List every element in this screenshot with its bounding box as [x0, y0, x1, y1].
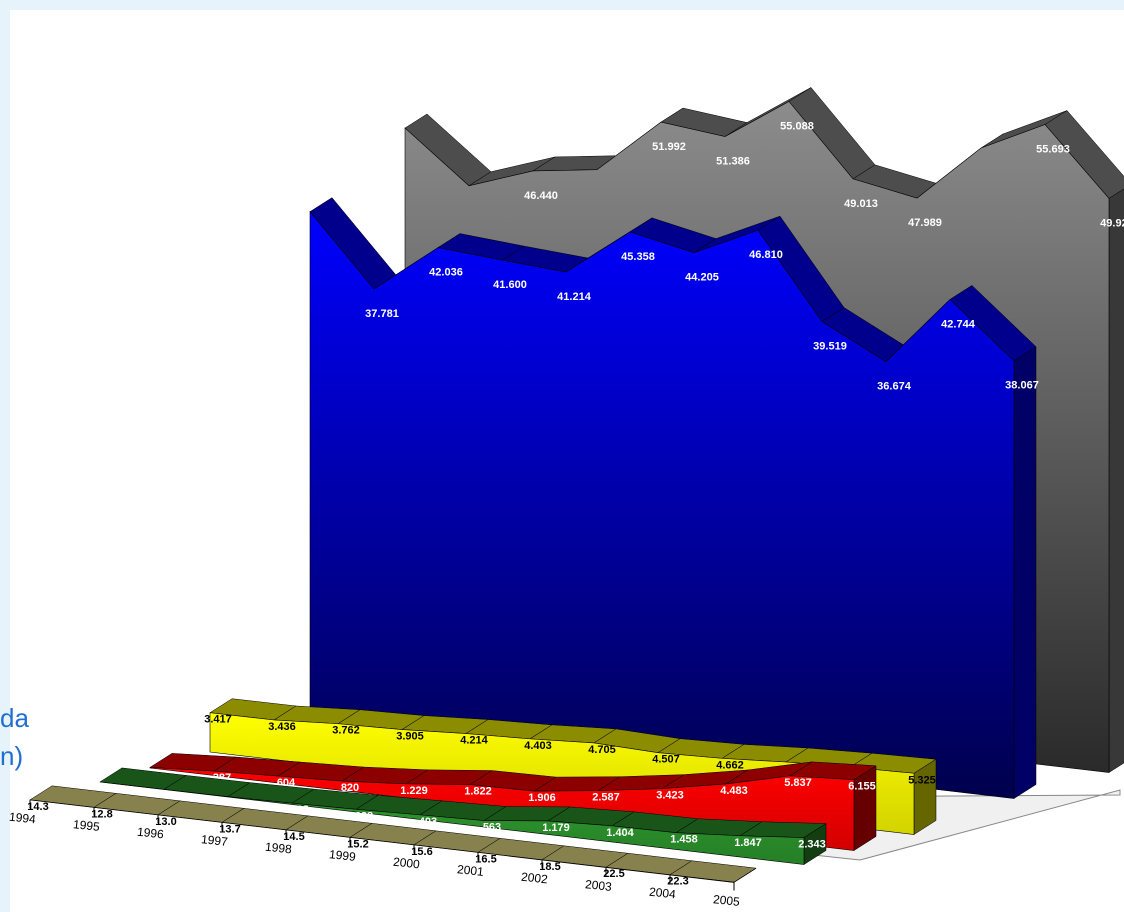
- data-label: 4.705: [588, 744, 616, 756]
- x-tick-label: 2000: [392, 855, 420, 872]
- x-tick-label: 2002: [520, 870, 548, 887]
- area-shade: [30, 799, 734, 883]
- data-label: 55.088: [780, 120, 814, 132]
- data-label: 6.155: [848, 781, 876, 793]
- data-label: 36.674: [877, 381, 912, 393]
- x-tick-label: 1997: [200, 832, 228, 849]
- data-label: 1.906: [528, 792, 556, 804]
- data-label: 16.5: [475, 853, 496, 865]
- data-label: 14.5: [283, 831, 304, 843]
- data-label: 39.519: [813, 341, 847, 353]
- area-side-face: [1013, 346, 1037, 799]
- series: 14.3 12.8 13.0 13.7 14.5 15.2 15.6 16.5 18.5 22.5…: [27, 785, 757, 888]
- data-label: 42.036: [429, 267, 463, 279]
- data-label: 820: [341, 782, 359, 794]
- data-label: 2.343: [798, 839, 826, 851]
- data-label: 41.600: [493, 279, 527, 291]
- data-label: 4.483: [720, 785, 748, 797]
- area-side-face: [1108, 188, 1124, 773]
- data-label: 13.7: [219, 823, 240, 835]
- side-text: n): [0, 741, 23, 771]
- data-label: 18.5: [539, 861, 560, 873]
- data-label: 3.417: [204, 714, 232, 726]
- data-label: 46.810: [749, 249, 783, 261]
- area-shade: [310, 211, 1014, 799]
- x-tick-label: 1998: [264, 840, 292, 857]
- data-label: 41.214: [557, 291, 592, 303]
- data-label: 5.325: [908, 774, 936, 786]
- data-label: 3.905: [396, 731, 424, 743]
- data-label: 14.3: [27, 801, 48, 813]
- data-label: 6: [105, 783, 111, 795]
- data-label: 22.5: [603, 868, 624, 880]
- data-label: 15.6: [411, 846, 432, 858]
- x-tick-label: 2003: [584, 877, 612, 894]
- data-label: 4.403: [524, 740, 552, 752]
- data-label: 4.662: [716, 759, 744, 771]
- data-label: 563: [483, 822, 501, 834]
- data-label: 44.205: [685, 272, 719, 284]
- x-tick-label: 2001: [456, 862, 484, 879]
- data-label: 1.179: [542, 822, 570, 834]
- series: 37.781 42.036 41.600 41.214 45.358 44.205 46.8…: [309, 197, 1039, 799]
- data-label: 51.386: [716, 156, 750, 168]
- data-label: 55.693: [1036, 144, 1070, 156]
- data-label: 4.507: [652, 754, 680, 766]
- data-label: 118: [291, 804, 309, 816]
- x-tick-label: 1995: [72, 817, 100, 834]
- x-tick-label: 2004: [648, 885, 676, 902]
- data-label: 49.920: [1100, 217, 1124, 229]
- x-tick-label: 1994: [8, 810, 36, 827]
- data-label: 1.458: [670, 834, 698, 846]
- x-tick-label: 1999: [328, 847, 356, 864]
- data-label: 42.744: [941, 318, 976, 330]
- data-label: 5.837: [784, 777, 812, 789]
- data-label: 15.2: [347, 838, 368, 850]
- data-label: 1.822: [464, 786, 492, 798]
- data-label: 13.0: [155, 816, 176, 828]
- plot: 46.440 51.992 51.386 55.088 49.013 47.989 55.6…: [8, 87, 1124, 909]
- data-label: 232: [355, 810, 373, 822]
- data-label: 37.781: [365, 308, 399, 320]
- data-label: 47.989: [908, 217, 942, 229]
- data-label: 38.067: [1005, 380, 1039, 392]
- data-label: 45.358: [621, 251, 655, 263]
- data-label: 46.440: [524, 190, 558, 202]
- side-text: da: [0, 703, 29, 733]
- data-label: 3.762: [332, 725, 360, 737]
- data-label: 1.404: [606, 827, 634, 839]
- data-label: 3.436: [268, 721, 296, 733]
- data-label: 33: [230, 798, 242, 810]
- area-side-face: [853, 765, 877, 851]
- data-label: 12.8: [91, 808, 112, 820]
- data-label: 4.214: [460, 735, 488, 747]
- area-shade: [100, 781, 804, 865]
- data-label: 22.3: [667, 876, 688, 888]
- data-label: 403: [419, 816, 437, 828]
- data-label: 1.847: [734, 837, 762, 849]
- data-label: 1.229: [400, 785, 428, 797]
- x-tick-label: 2005: [712, 892, 740, 909]
- data-label: 3.423: [656, 790, 684, 802]
- x-tick-label: 1996: [136, 825, 164, 842]
- data-label: 51.992: [652, 141, 686, 153]
- data-label: 2.587: [592, 792, 620, 804]
- data-label: 49.013: [844, 198, 878, 210]
